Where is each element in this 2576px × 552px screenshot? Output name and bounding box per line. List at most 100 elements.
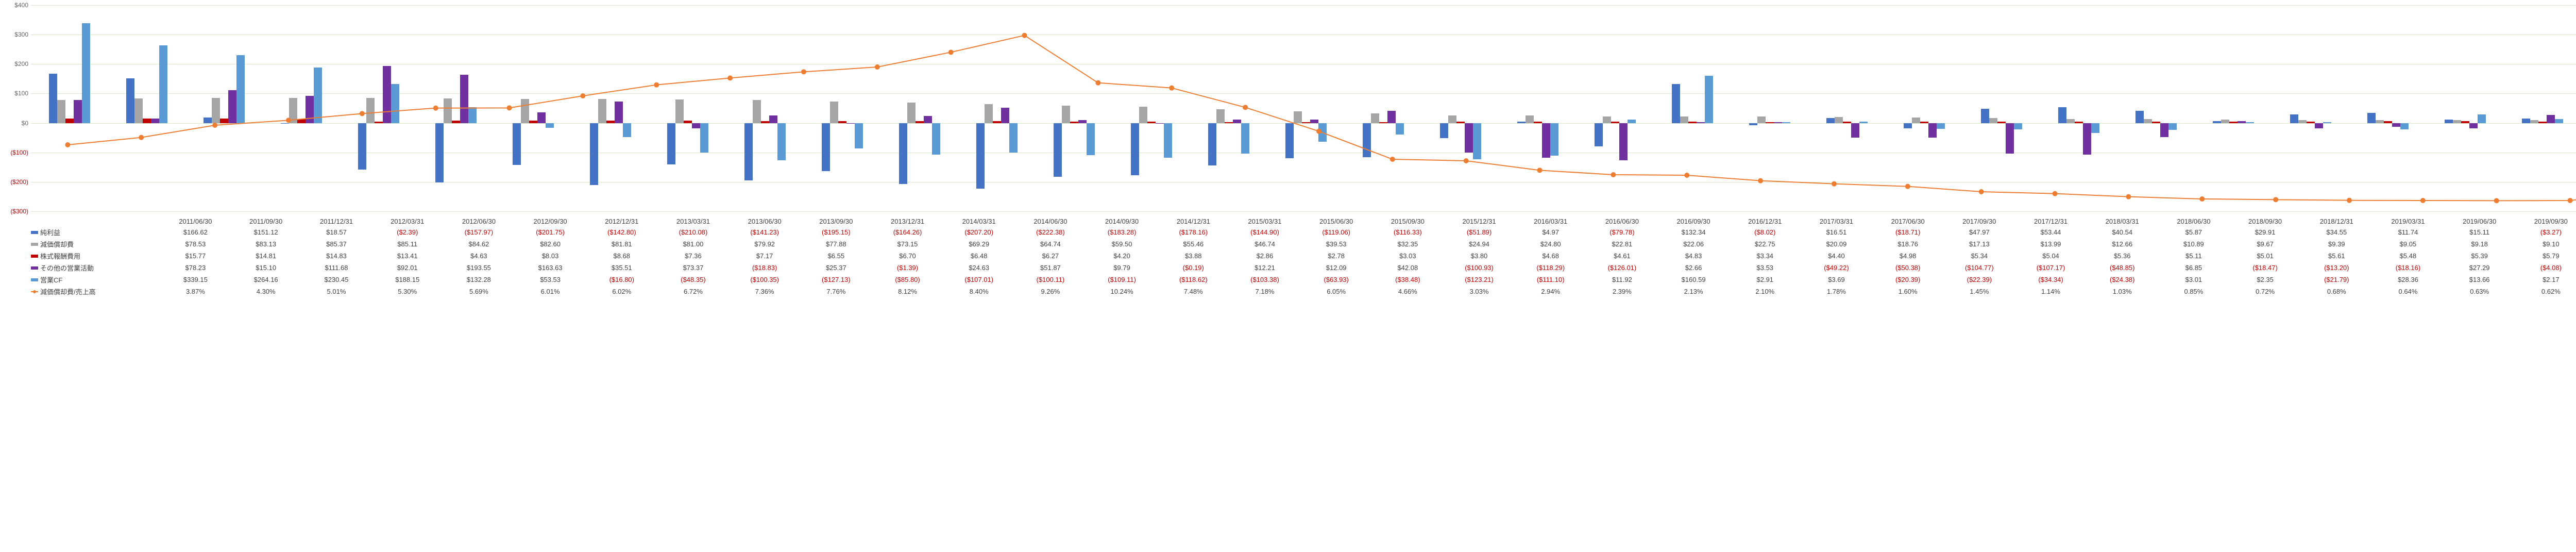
cell: ($201.75) bbox=[515, 226, 586, 238]
period-header: 2012/06/30 bbox=[443, 216, 515, 226]
cell: $73.15 bbox=[872, 238, 943, 250]
cell: 1.78% bbox=[1801, 286, 1872, 297]
cell: 5.30% bbox=[371, 286, 443, 297]
table-header-row: 2011/06/302011/09/302011/12/312012/03/31… bbox=[31, 216, 2576, 226]
period-header: 2015/06/30 bbox=[1300, 216, 1372, 226]
cell: $24.94 bbox=[1444, 238, 1515, 250]
cell: $4.40 bbox=[1801, 250, 1872, 262]
cell: $6.70 bbox=[872, 250, 943, 262]
cell: ($48.85) bbox=[2087, 262, 2158, 274]
cell: ($142.80) bbox=[586, 226, 657, 238]
cell: $46.74 bbox=[1229, 238, 1301, 250]
cell: $5.04 bbox=[2015, 250, 2087, 262]
cell: 1.45% bbox=[1944, 286, 2015, 297]
period-header: 2015/03/31 bbox=[1229, 216, 1301, 226]
cell: ($111.10) bbox=[1515, 274, 1586, 286]
cell: ($1.39) bbox=[872, 262, 943, 274]
cell: 2.94% bbox=[1515, 286, 1586, 297]
left-axis-tick: $0 bbox=[0, 120, 28, 127]
cell: $4.98 bbox=[1872, 250, 1944, 262]
cell: ($109.11) bbox=[1086, 274, 1158, 286]
left-axis-tick: ($200) bbox=[0, 178, 28, 186]
cell: $9.67 bbox=[2229, 238, 2301, 250]
cell: $47.97 bbox=[1944, 226, 2015, 238]
cell: ($103.38) bbox=[1229, 274, 1301, 286]
cell: $69.29 bbox=[943, 238, 1015, 250]
cell: $40.54 bbox=[2087, 226, 2158, 238]
cell: 0.72% bbox=[2229, 286, 2301, 297]
cell: 6.05% bbox=[1300, 286, 1372, 297]
cell: ($4.08) bbox=[2515, 262, 2576, 274]
cell: $2.66 bbox=[1658, 262, 1730, 274]
cell: $64.74 bbox=[1015, 238, 1087, 250]
plot-area bbox=[31, 5, 2576, 211]
cell: $78.53 bbox=[160, 238, 231, 250]
cell: 0.62% bbox=[2515, 286, 2576, 297]
cell: $9.10 bbox=[2515, 238, 2576, 250]
cell: $22.06 bbox=[1658, 238, 1730, 250]
cell: 8.12% bbox=[872, 286, 943, 297]
cell: $12.66 bbox=[2087, 238, 2158, 250]
cell: $81.81 bbox=[586, 238, 657, 250]
period-header: 2011/12/31 bbox=[301, 216, 372, 226]
cell: ($104.77) bbox=[1944, 262, 2015, 274]
cell: ($107.17) bbox=[2015, 262, 2087, 274]
cell: 7.48% bbox=[1158, 286, 1229, 297]
cell: $7.17 bbox=[729, 250, 801, 262]
cell: $81.00 bbox=[657, 238, 729, 250]
cell: ($22.39) bbox=[1944, 274, 2015, 286]
cell: $83.13 bbox=[231, 238, 301, 250]
chart-container: ($300)($200)($100)$0$100$200$300$400 0.0… bbox=[0, 0, 2576, 552]
cell: $13.41 bbox=[371, 250, 443, 262]
data-table: 2011/06/302011/09/302011/12/312012/03/31… bbox=[31, 216, 2576, 297]
cell: 7.76% bbox=[801, 286, 872, 297]
cell: ($20.39) bbox=[1872, 274, 1944, 286]
cell: $3.01 bbox=[2158, 274, 2230, 286]
cell: $51.87 bbox=[1015, 262, 1087, 274]
cell: $4.61 bbox=[1586, 250, 1658, 262]
cell: ($178.16) bbox=[1158, 226, 1229, 238]
cell: $11.92 bbox=[1586, 274, 1658, 286]
cell: $188.15 bbox=[371, 274, 443, 286]
cell: $16.51 bbox=[1801, 226, 1872, 238]
cell: $79.92 bbox=[729, 238, 801, 250]
cell: $4.68 bbox=[1515, 250, 1586, 262]
cell: $22.81 bbox=[1586, 238, 1658, 250]
cell: $2.78 bbox=[1300, 250, 1372, 262]
period-header: 2014/09/30 bbox=[1086, 216, 1158, 226]
cell: 6.01% bbox=[515, 286, 586, 297]
period-header: 2013/12/31 bbox=[872, 216, 943, 226]
period-header: 2012/12/31 bbox=[586, 216, 657, 226]
cell: 4.66% bbox=[1372, 286, 1444, 297]
period-header: 2017/09/30 bbox=[1944, 216, 2015, 226]
cell: $13.66 bbox=[2444, 274, 2515, 286]
period-header: 2014/03/31 bbox=[943, 216, 1015, 226]
cell: ($18.16) bbox=[2372, 262, 2444, 274]
cell: ($34.34) bbox=[2015, 274, 2087, 286]
cell: $2.91 bbox=[1729, 274, 1801, 286]
cell: $9.39 bbox=[2301, 238, 2372, 250]
cell: $132.34 bbox=[1658, 226, 1730, 238]
cell: ($118.62) bbox=[1158, 274, 1229, 286]
period-header: 2016/09/30 bbox=[1658, 216, 1730, 226]
cell: ($79.78) bbox=[1586, 226, 1658, 238]
cell: $85.37 bbox=[301, 238, 372, 250]
period-header: 2018/03/31 bbox=[2087, 216, 2158, 226]
cell: 7.36% bbox=[729, 286, 801, 297]
cell: $82.60 bbox=[515, 238, 586, 250]
cell: $3.53 bbox=[1729, 262, 1801, 274]
cell: 1.14% bbox=[2015, 286, 2087, 297]
cell: 2.39% bbox=[1586, 286, 1658, 297]
cell: $92.01 bbox=[371, 262, 443, 274]
cell: $4.97 bbox=[1515, 226, 1586, 238]
cell: $8.68 bbox=[586, 250, 657, 262]
cell: 9.26% bbox=[1015, 286, 1087, 297]
left-axis-tick: $200 bbox=[0, 60, 28, 68]
left-axis-tick: $100 bbox=[0, 90, 28, 97]
cell: $4.20 bbox=[1086, 250, 1158, 262]
cell: $34.55 bbox=[2301, 226, 2372, 238]
left-axis-tick: $300 bbox=[0, 31, 28, 38]
cell: $5.36 bbox=[2087, 250, 2158, 262]
cell: ($18.71) bbox=[1872, 226, 1944, 238]
cell: 0.64% bbox=[2372, 286, 2444, 297]
